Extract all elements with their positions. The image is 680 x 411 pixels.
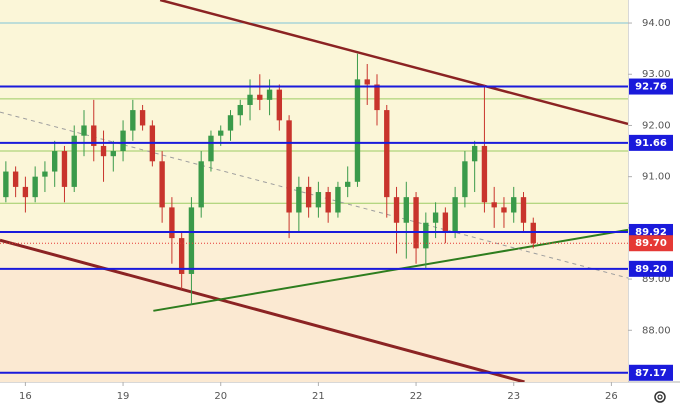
candle-body (315, 192, 322, 208)
gear-hub[interactable] (657, 394, 663, 400)
level-label: 89.20 (635, 264, 667, 275)
candle-body (530, 222, 536, 244)
candle-body (423, 222, 429, 249)
candle-body (247, 94, 253, 105)
candle-body (374, 84, 380, 111)
x-tick-label: 26 (605, 391, 618, 402)
y-tick-label: 89.00 (642, 274, 671, 285)
candle-body (198, 161, 204, 208)
y-tick-label: 88.00 (642, 325, 671, 336)
candle-body (413, 197, 419, 249)
trend-line (153, 228, 628, 312)
candle-body (42, 171, 48, 177)
settings-icon[interactable] (654, 391, 666, 403)
candle-body (218, 130, 224, 136)
candle-body (120, 130, 126, 152)
y-tick-label: 91.00 (642, 172, 671, 183)
candle-body (452, 197, 458, 233)
candle-body (384, 110, 390, 198)
candle-body (364, 79, 370, 85)
x-tick-label: 19 (117, 391, 130, 402)
y-tick-label: 93.00 (642, 69, 671, 80)
candle-body (169, 207, 175, 239)
candle-body (208, 135, 214, 162)
candle-body (335, 186, 341, 213)
candle-body (511, 197, 517, 213)
x-tick-label: 22 (410, 391, 423, 402)
level-label: 92.76 (635, 82, 667, 93)
level-label: 87.17 (635, 368, 667, 379)
trend-line (0, 238, 525, 382)
candle-body (491, 202, 497, 208)
candle-body (325, 192, 331, 213)
candle-body (432, 212, 439, 223)
level-label-box (629, 260, 673, 277)
candle-body (354, 79, 361, 182)
candle-body (286, 120, 292, 213)
candle-body (91, 125, 97, 146)
candle-body (237, 104, 243, 116)
candle-body (130, 110, 136, 131)
candle-body (501, 207, 507, 213)
candle-body (227, 115, 234, 131)
candle-body (403, 197, 409, 223)
candle-body (296, 186, 302, 213)
plot-area (0, 0, 628, 382)
candle-body (81, 125, 87, 136)
candle-body (520, 197, 527, 223)
candle-body (266, 89, 273, 100)
candle-body (188, 207, 195, 274)
level-label: 91.66 (635, 138, 667, 149)
candle-body (481, 145, 488, 203)
candle-body (178, 238, 185, 274)
candle-body (159, 161, 165, 208)
level-label-box (629, 134, 673, 151)
x-tick-label: 20 (214, 391, 227, 402)
level-label-box (629, 78, 673, 95)
y-tick-label: 94.00 (642, 18, 671, 29)
y-tick-label: 92.00 (642, 120, 671, 131)
candle-body (139, 110, 146, 126)
candle-body (305, 186, 312, 208)
candle-body (32, 176, 38, 198)
candle-body (110, 151, 116, 157)
trend-line (159, 0, 628, 126)
candle-body (3, 171, 9, 198)
candle-body (61, 151, 68, 187)
level-label-box (629, 364, 673, 381)
price-label-box (629, 235, 673, 252)
gear[interactable] (654, 391, 666, 403)
candle-body (471, 145, 478, 162)
candle-body (22, 186, 29, 198)
candle-body (462, 161, 468, 198)
candle-body (393, 197, 400, 223)
candle-body (12, 171, 19, 187)
candle-body (257, 94, 263, 100)
level-label: 89.92 (635, 227, 667, 238)
candle-body (345, 181, 351, 187)
candle-body (52, 151, 58, 172)
candle-body (276, 89, 283, 121)
candle-body (71, 135, 77, 187)
x-tick-label: 21 (312, 391, 325, 402)
candle-body (100, 145, 107, 157)
x-tick-label: 23 (507, 391, 520, 402)
candle-body (442, 212, 449, 233)
price-label: 89.70 (635, 238, 667, 249)
x-tick-label: 16 (19, 391, 32, 402)
zone (0, 231, 628, 269)
